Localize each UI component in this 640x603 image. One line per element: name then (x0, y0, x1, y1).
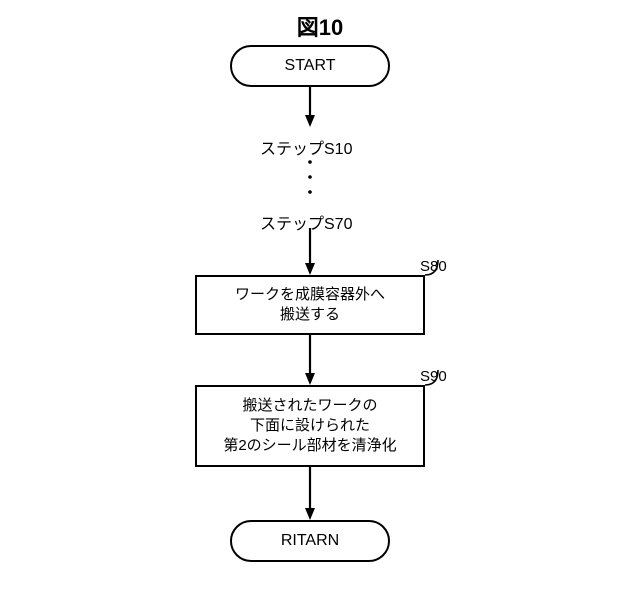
process-s80-text: ワークを成膜容器外へ 搬送する (235, 285, 385, 326)
s80-step-label: S80 (420, 258, 447, 275)
start-terminal: START (230, 45, 390, 87)
return-label: RITARN (281, 532, 339, 550)
step-s10-text: ステップS10 (260, 141, 352, 158)
s90-step-label: S90 (420, 368, 447, 385)
start-label: START (285, 57, 336, 75)
process-s90-text: 搬送されたワークの 下面に設けられた 第2のシール部材を清浄化 (223, 396, 396, 457)
step-s10-label: ステップS10 (260, 135, 352, 159)
figure-title: 図10 (0, 10, 640, 42)
flowchart-canvas: 図10 START ワークを成膜容器外へ 搬送する 搬送されたワークの 下面に設… (0, 0, 640, 603)
s80-step-label-text: S80 (420, 258, 447, 275)
step-s70-label: ステップS70 (260, 210, 352, 234)
return-terminal: RITARN (230, 520, 390, 562)
process-s80: ワークを成膜容器外へ 搬送する (195, 275, 425, 335)
s90-step-label-text: S90 (420, 368, 447, 385)
process-s90: 搬送されたワークの 下面に設けられた 第2のシール部材を清浄化 (195, 385, 425, 467)
step-s70-text: ステップS70 (260, 216, 352, 233)
